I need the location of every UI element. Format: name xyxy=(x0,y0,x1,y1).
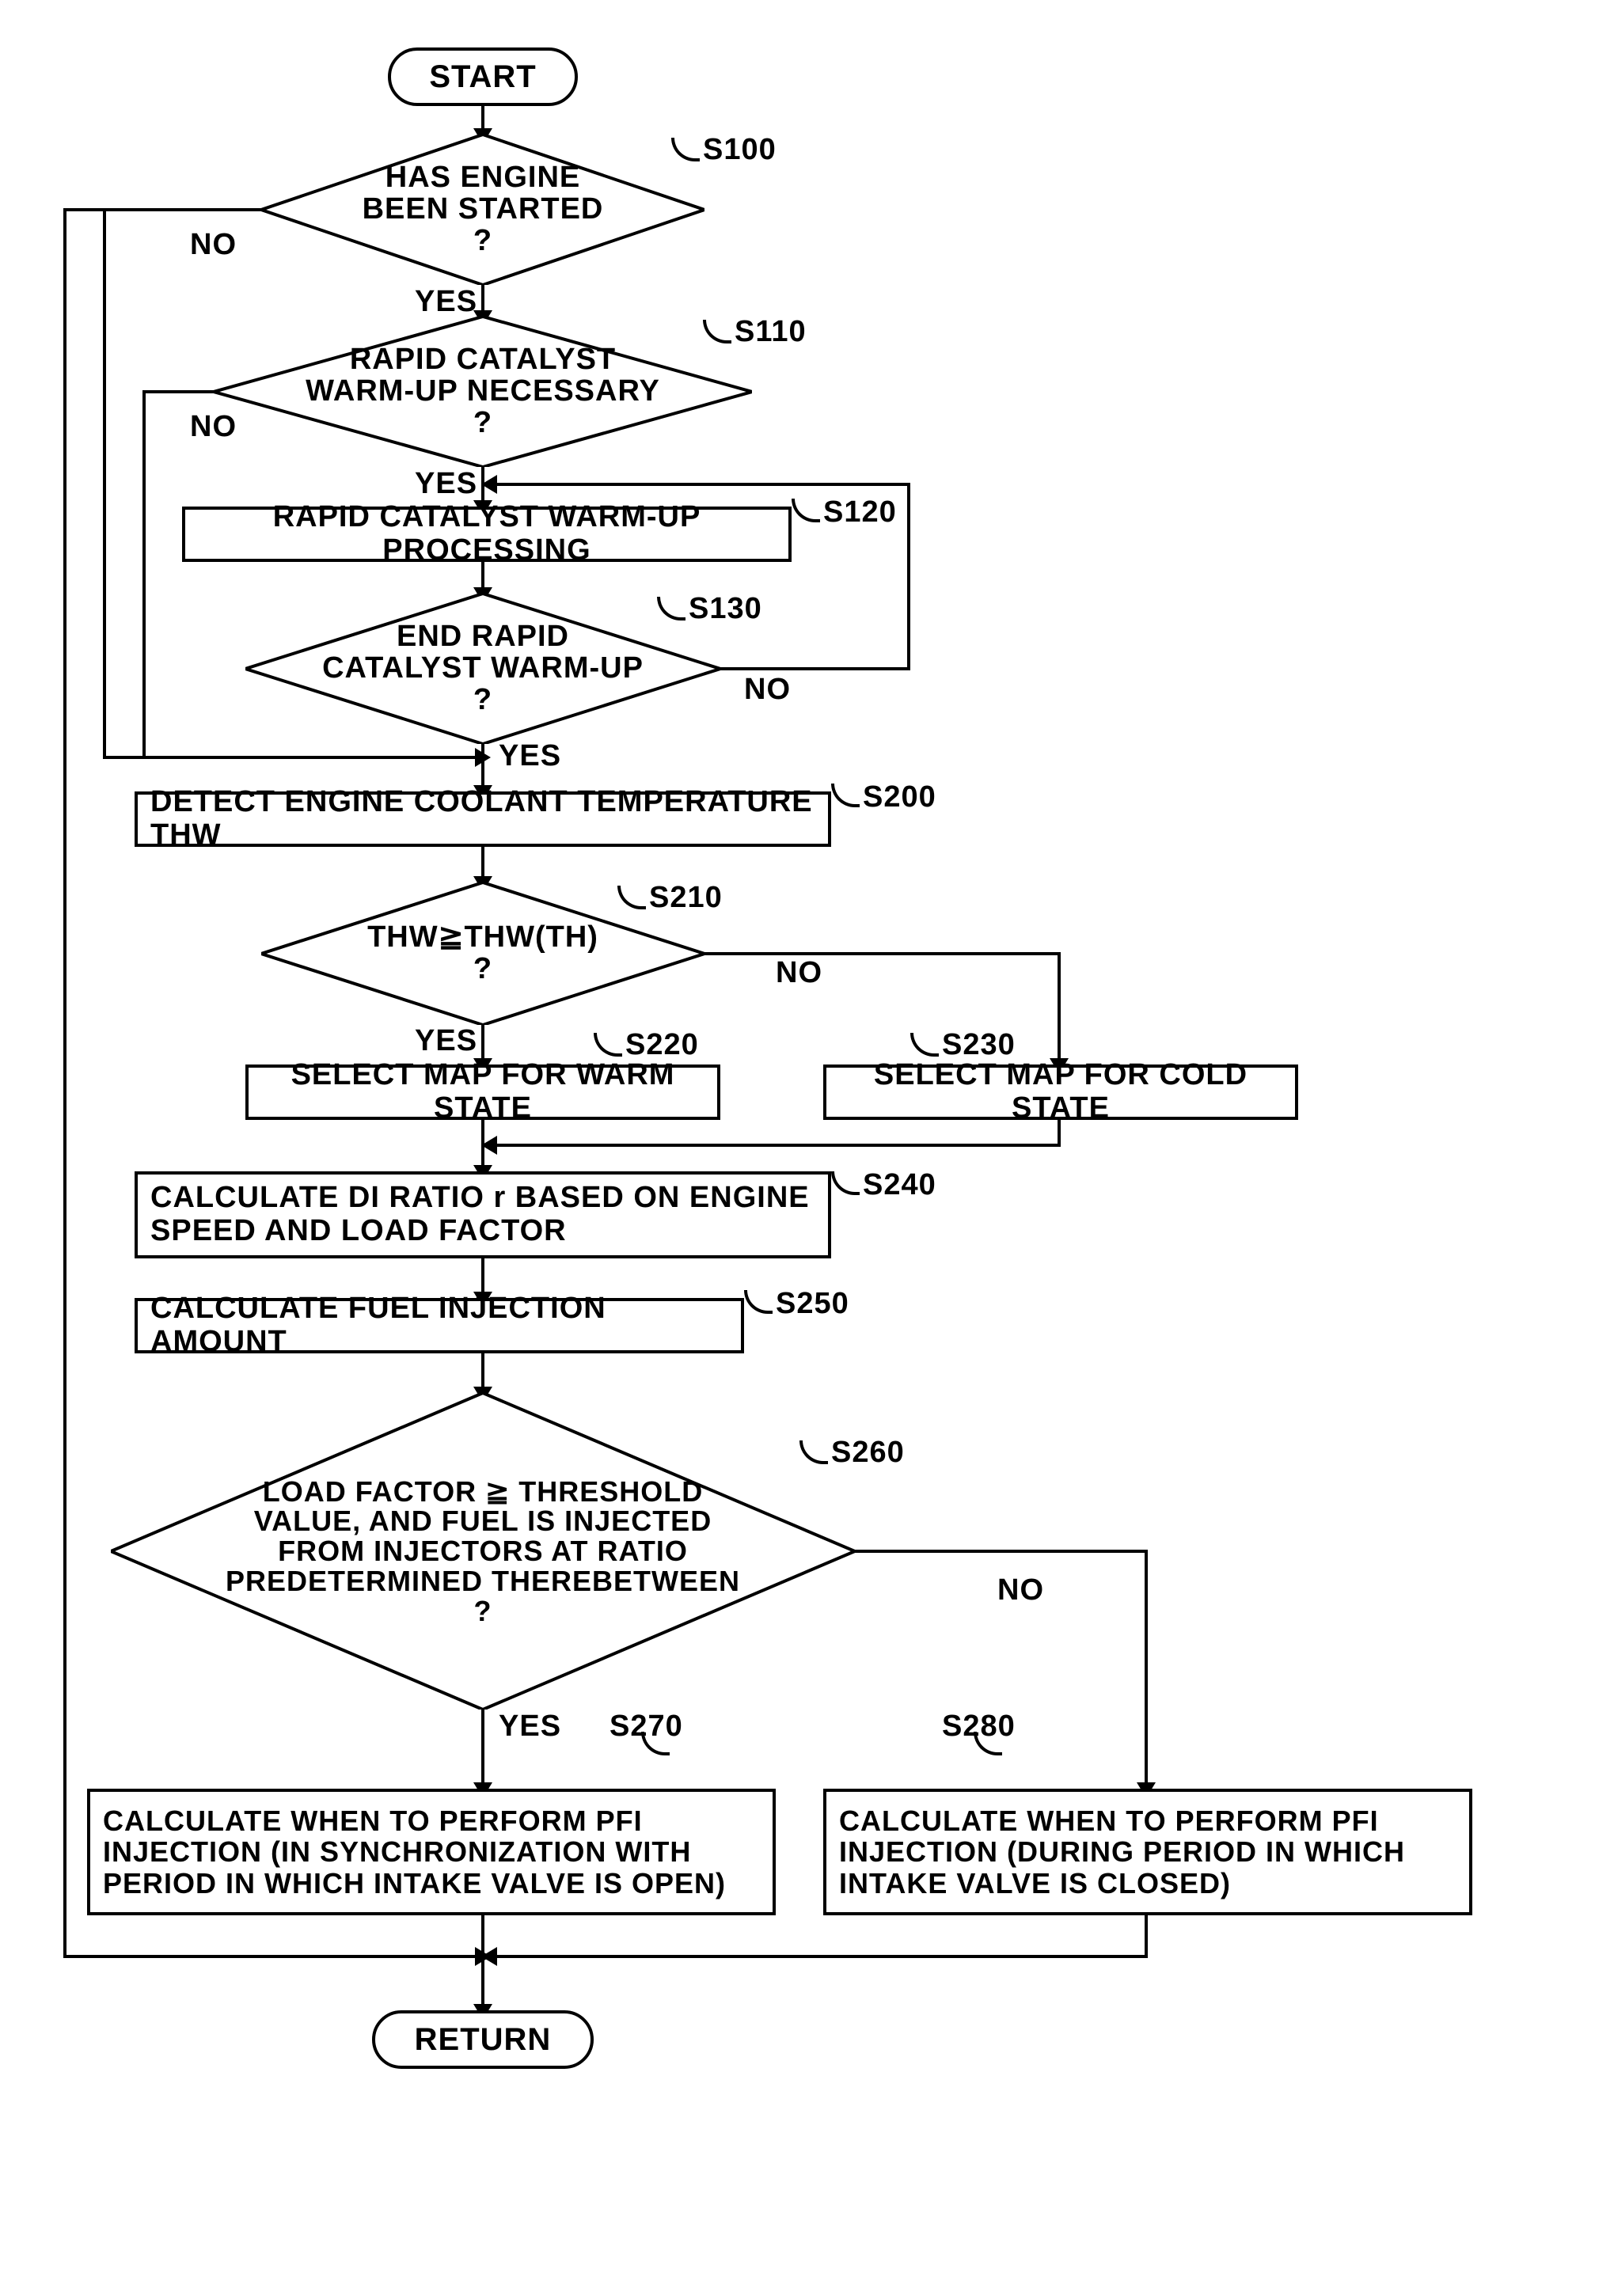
decision-s260-text: LOAD FACTOR ≧ THRESHOLD VALUE, AND FUEL … xyxy=(111,1393,855,1710)
decision-s100: HAS ENGINEBEEN STARTED? xyxy=(261,135,704,285)
no-label: NO xyxy=(744,673,791,707)
edge xyxy=(63,1955,483,1958)
process-s240: CALCULATE DI RATIO r BASED ON ENGINE SPE… xyxy=(135,1171,831,1258)
arrowhead xyxy=(475,1947,491,1966)
process-s200-text: DETECT ENGINE COOLANT TEMPERATURE THW xyxy=(150,786,815,852)
decision-s110-text: RAPID CATALYSTWARM-UP NECESSARY? xyxy=(214,317,752,467)
step-id-s220: S220 xyxy=(625,1028,699,1062)
start-label: START xyxy=(429,59,536,95)
process-s230-text: SELECT MAP FOR COLD STATE xyxy=(839,1059,1282,1125)
yes-label: YES xyxy=(499,1710,561,1744)
edge xyxy=(481,1710,484,1789)
step-id-s280: S280 xyxy=(942,1710,1016,1744)
edge xyxy=(1058,952,1061,1065)
yes-label: YES xyxy=(499,739,561,773)
edge xyxy=(142,390,217,393)
edge xyxy=(491,483,910,486)
step-id-s100: S100 xyxy=(703,133,777,167)
decision-s130-text: END RAPIDCATALYST WARM-UP? xyxy=(245,594,720,744)
process-s220-text: SELECT MAP FOR WARM STATE xyxy=(261,1059,704,1125)
process-s250-text: CALCULATE FUEL INJECTION AMOUNT xyxy=(150,1292,728,1359)
label-hook xyxy=(831,784,860,807)
step-id-s120: S120 xyxy=(823,495,897,529)
process-s240-text: CALCULATE DI RATIO r BASED ON ENGINE SPE… xyxy=(150,1182,815,1248)
step-id-s260: S260 xyxy=(831,1436,905,1470)
edge xyxy=(907,483,910,670)
process-s230: SELECT MAP FOR COLD STATE xyxy=(823,1065,1298,1120)
edge xyxy=(1145,1550,1148,1789)
edge xyxy=(1145,1915,1148,1958)
edge xyxy=(103,208,106,757)
decision-s110: RAPID CATALYSTWARM-UP NECESSARY? xyxy=(214,317,752,467)
no-label: NO xyxy=(190,228,237,262)
decision-s130: END RAPIDCATALYST WARM-UP? xyxy=(245,594,720,744)
step-id-s110: S110 xyxy=(735,315,807,349)
arrowhead xyxy=(481,1136,497,1155)
step-id-s240: S240 xyxy=(863,1168,936,1202)
process-s120-text: RAPID CATALYST WARM-UP PROCESSING xyxy=(198,501,776,567)
edge xyxy=(103,756,483,759)
process-s280-text: CALCULATE WHEN TO PERFORM PFI INJECTION … xyxy=(839,1805,1456,1899)
label-hook xyxy=(792,499,820,522)
edge xyxy=(1058,1120,1061,1146)
edge xyxy=(103,756,146,759)
process-s270: CALCULATE WHEN TO PERFORM PFI INJECTION … xyxy=(87,1789,776,1915)
step-id-s270: S270 xyxy=(610,1710,683,1744)
no-label: NO xyxy=(776,956,822,990)
step-id-s210: S210 xyxy=(649,881,723,915)
process-s220: SELECT MAP FOR WARM STATE xyxy=(245,1065,720,1120)
return-label: RETURN xyxy=(415,2022,552,2058)
yes-label: YES xyxy=(415,467,477,501)
edge xyxy=(491,1955,1148,1958)
edge xyxy=(704,952,1061,955)
yes-label: YES xyxy=(415,1024,477,1058)
process-s120: RAPID CATALYST WARM-UP PROCESSING xyxy=(182,507,792,562)
decision-s100-text: HAS ENGINEBEEN STARTED? xyxy=(261,135,704,285)
label-hook xyxy=(831,1171,860,1195)
start-terminal: START xyxy=(388,47,578,106)
label-hook xyxy=(594,1033,622,1057)
edge xyxy=(720,667,910,670)
flowchart-canvas: START HAS ENGINEBEEN STARTED? S100 NO YE… xyxy=(32,32,1583,2264)
process-s200: DETECT ENGINE COOLANT TEMPERATURE THW xyxy=(135,791,831,847)
step-id-s200: S200 xyxy=(863,780,936,814)
label-hook xyxy=(744,1290,773,1314)
no-label: NO xyxy=(190,410,237,444)
decision-s260: LOAD FACTOR ≧ THRESHOLD VALUE, AND FUEL … xyxy=(111,1393,855,1710)
process-s270-text: CALCULATE WHEN TO PERFORM PFI INJECTION … xyxy=(103,1805,760,1899)
no-label: NO xyxy=(997,1573,1044,1607)
process-s280: CALCULATE WHEN TO PERFORM PFI INJECTION … xyxy=(823,1789,1472,1915)
edge xyxy=(481,744,484,791)
return-terminal: RETURN xyxy=(372,2010,594,2069)
edge xyxy=(142,390,146,756)
edge xyxy=(855,1550,1148,1553)
step-id-s130: S130 xyxy=(689,592,762,626)
edge xyxy=(63,208,66,1958)
process-s250: CALCULATE FUEL INJECTION AMOUNT xyxy=(135,1298,744,1353)
edge xyxy=(63,208,106,211)
step-id-s230: S230 xyxy=(942,1028,1016,1062)
edge xyxy=(491,1144,1061,1147)
arrowhead xyxy=(481,475,497,494)
label-hook xyxy=(910,1033,939,1057)
yes-label: YES xyxy=(415,285,477,319)
edge xyxy=(103,208,261,211)
step-id-s250: S250 xyxy=(776,1287,849,1321)
